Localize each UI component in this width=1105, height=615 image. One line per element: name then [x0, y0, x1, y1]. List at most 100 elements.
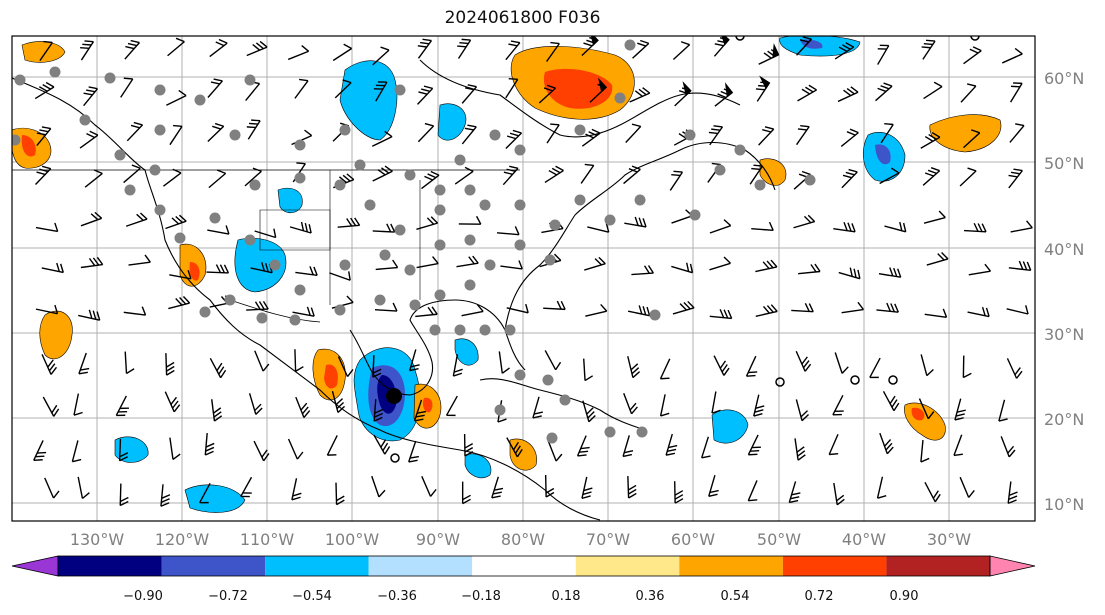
wind-barb — [165, 353, 175, 376]
wind-barb — [833, 221, 856, 233]
wind-barb — [246, 300, 269, 311]
wind-barb — [749, 164, 764, 185]
wind-barb — [160, 484, 171, 507]
wind-barb — [1010, 220, 1033, 233]
station-dot — [464, 234, 476, 246]
wind-barb — [1006, 305, 1029, 315]
colorbar — [11, 555, 1036, 577]
wind-barb — [254, 228, 277, 239]
station-dot — [249, 179, 261, 191]
wind-barb — [372, 223, 396, 233]
wind-barb — [289, 221, 312, 234]
wind-barb — [708, 125, 724, 146]
lon-label: 90°W — [416, 530, 460, 549]
station-dot — [494, 404, 506, 416]
wind-barb — [659, 394, 670, 417]
map-content — [12, 36, 1035, 521]
wind-barb — [841, 301, 864, 314]
wind-barb — [758, 43, 780, 65]
wind-barb — [543, 300, 566, 311]
wind-barb — [922, 167, 941, 186]
station-dot — [479, 324, 491, 336]
lat-label: 10°N — [1044, 495, 1084, 514]
map-title: 2024061800 F036 — [444, 8, 601, 28]
wind-barb — [123, 306, 147, 316]
wind-barb — [828, 434, 839, 456]
wind-barb — [44, 477, 60, 499]
wind-barb — [128, 254, 151, 266]
station-dot — [614, 92, 626, 104]
station-dot — [636, 426, 648, 438]
wind-barb — [625, 123, 642, 144]
lon-label: 60°W — [671, 530, 715, 549]
wind-barb — [209, 38, 228, 58]
wind-barb — [532, 396, 543, 419]
station-dot — [409, 299, 421, 311]
wind-barb — [711, 391, 721, 414]
wind-barb — [745, 355, 758, 377]
wind-barb — [708, 474, 719, 497]
wind-barb — [838, 267, 861, 280]
wind-barb — [408, 440, 419, 463]
wind-barb — [119, 483, 129, 507]
wind-barb — [457, 38, 472, 59]
colorbar-tick-label: 0.36 — [636, 589, 665, 604]
wind-barb — [544, 475, 555, 498]
wind-barb — [665, 433, 678, 456]
wind-barb — [34, 81, 55, 100]
lon-label: 40°W — [842, 530, 886, 549]
colorbar-tick-label: −0.36 — [377, 589, 417, 604]
wind-barb — [165, 214, 187, 230]
station-dot — [339, 124, 351, 136]
colorbar-ticks: −0.90 −0.72 −0.54 −0.36 −0.18 0.18 0.36 … — [123, 589, 918, 604]
station-dot — [124, 184, 136, 196]
station-dot — [14, 74, 26, 86]
wind-barb — [920, 440, 930, 463]
colorbar-tick-label: −0.72 — [208, 589, 248, 604]
wind-barb — [833, 482, 845, 506]
wind-barb — [416, 256, 439, 269]
wind-barb — [546, 123, 560, 144]
wind-barb — [832, 394, 844, 416]
wind-barb — [585, 303, 608, 317]
colorbar-segment — [886, 556, 990, 576]
wind-barb — [292, 306, 315, 317]
lat-label: 30°N — [1044, 325, 1084, 344]
colorbar-tick-label: 0.90 — [890, 589, 919, 604]
wind-barb — [287, 45, 310, 61]
station-dot — [79, 114, 91, 126]
wind-barb — [627, 356, 641, 379]
latitude-labels: 10°N 20°N 30°N 40°N 50°N 60°N — [1044, 69, 1084, 514]
wind-barb — [452, 354, 463, 377]
colorbar-segment — [161, 556, 266, 576]
colorbar-extend-high — [989, 555, 1036, 577]
station-dot — [294, 284, 306, 296]
wind-barb — [502, 165, 519, 186]
wind-barb — [1001, 47, 1023, 64]
wind-barb — [206, 264, 230, 274]
wind-barb — [373, 81, 388, 102]
wind-barb — [747, 434, 761, 456]
wind-barb — [623, 165, 641, 185]
wind-barb — [421, 170, 440, 190]
wind-barb — [920, 354, 934, 377]
station-dot — [364, 199, 376, 211]
wind-barb — [204, 433, 215, 456]
wind-barb — [326, 435, 338, 456]
station-dot — [379, 249, 391, 261]
station-dot — [154, 204, 166, 216]
station-dot — [504, 324, 516, 336]
wind-barb — [713, 36, 730, 57]
wind-barb — [454, 166, 474, 185]
wind-barb — [371, 130, 393, 147]
lon-label: 130°W — [70, 530, 125, 549]
colorbar-segment — [265, 556, 369, 576]
wind-barb — [413, 399, 427, 422]
wind-barb — [1008, 260, 1032, 271]
wind-barb — [500, 260, 523, 270]
wind-barb — [337, 217, 361, 228]
station-dot — [394, 224, 406, 236]
lon-label: 30°W — [927, 530, 971, 549]
wind-barb — [42, 396, 60, 417]
wind-barb — [755, 259, 778, 273]
